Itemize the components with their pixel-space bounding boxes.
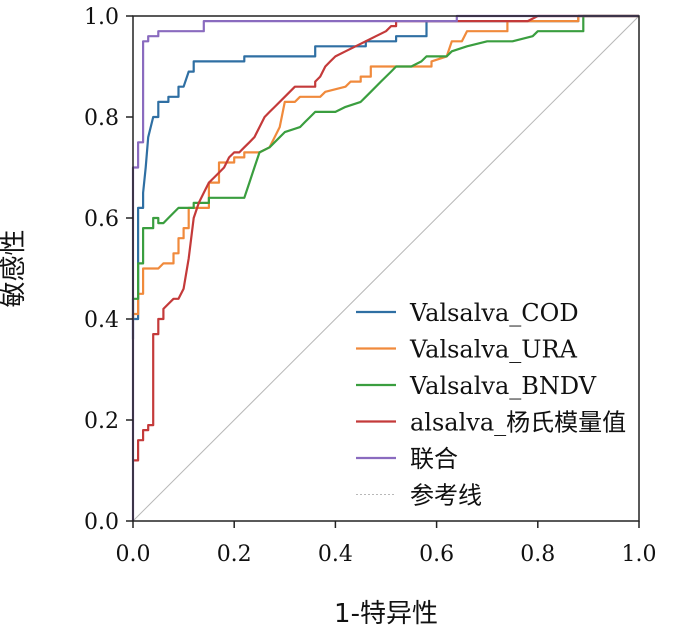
- legend-label-3: alsalva_杨氏模量值: [410, 409, 626, 437]
- y-tick-label: 0.8: [84, 106, 119, 131]
- x-tick-label: 1.0: [622, 542, 657, 567]
- series-layer: [131, 14, 640, 522]
- series-line-2: [131, 14, 639, 319]
- legend-label-2: Valsalva_BNDV: [409, 372, 597, 400]
- legend-label-1: Valsalva_URA: [409, 336, 578, 364]
- legend: Valsalva_COD Valsalva_URA Valsalva_BNDVals…: [356, 299, 626, 510]
- x-axis-title: 1-特异性: [334, 599, 438, 629]
- series-line-0: [131, 14, 639, 340]
- plot-frame: [132, 15, 640, 522]
- y-tick-label: 0.6: [84, 207, 119, 232]
- y-axis-ticks: 0.0 0.2 0.4 0.6 0.8 1.0: [84, 5, 133, 535]
- series-line-4: [131, 14, 639, 521]
- y-tick-label: 0.2: [84, 409, 119, 434]
- y-tick-label: 1.0: [84, 5, 119, 30]
- x-axis-ticks: 0.0 0.2 0.4 0.6 0.8 1.0: [116, 521, 657, 567]
- legend-label-0: Valsalva_COD: [409, 299, 579, 327]
- x-tick-label: 0.6: [419, 542, 454, 567]
- y-tick-label: 0.0: [84, 510, 119, 535]
- legend-label-4: 联合: [410, 445, 458, 473]
- series-line-5: [132, 15, 640, 522]
- y-tick-label: 0.4: [84, 308, 119, 333]
- x-tick-label: 0.8: [520, 542, 555, 567]
- y-axis-title: 敏感性: [0, 229, 29, 307]
- x-tick-label: 0.4: [318, 542, 353, 567]
- legend-label-5: 参考线: [410, 482, 482, 510]
- x-tick-label: 0.2: [217, 542, 252, 567]
- series-line-3: [133, 14, 639, 462]
- x-tick-label: 0.0: [116, 542, 151, 567]
